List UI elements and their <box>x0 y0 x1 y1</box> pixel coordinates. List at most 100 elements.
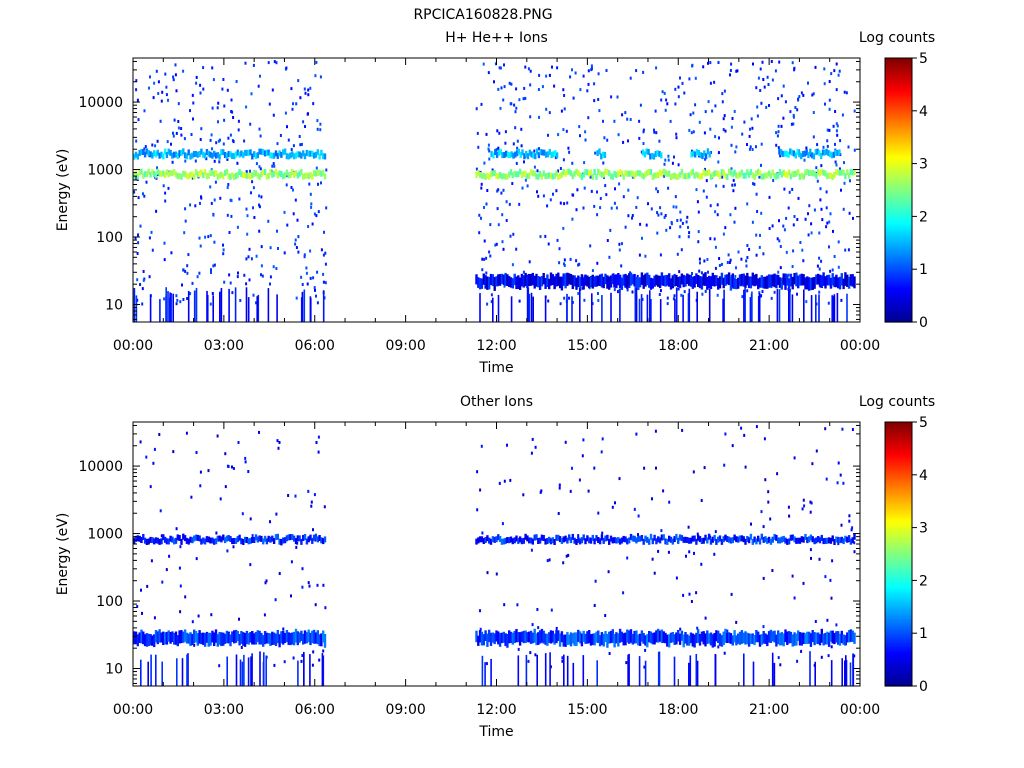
heatmap-dot <box>579 88 582 92</box>
heatmap-dot <box>299 96 302 100</box>
band-segment-band_850eV <box>300 538 303 545</box>
heatmap-dot <box>489 254 492 258</box>
band-segment-band_850eV <box>258 535 261 542</box>
colorbar-slice <box>885 565 912 568</box>
band-segment-band_850eV <box>568 168 571 175</box>
heatmap-dot <box>734 206 737 210</box>
band-segment-band_1700eV <box>508 152 511 159</box>
heatmap-dot <box>746 143 748 146</box>
heatmap-dot <box>157 92 160 95</box>
band-segment-band_28eV <box>844 635 847 646</box>
heatmap-dot <box>769 517 772 521</box>
heatmap-dot <box>618 182 621 186</box>
heatmap-dot <box>315 294 317 298</box>
colorbar-slice <box>885 311 912 314</box>
low-energy-spike <box>752 661 755 686</box>
heatmap-dot <box>579 134 581 138</box>
band-segment-band_850eV <box>205 536 209 543</box>
band-segment-band_28eV <box>717 630 720 643</box>
band-segment-band_1700eV <box>256 152 259 159</box>
heatmap-dot <box>803 158 806 162</box>
band-segment-band_850eV <box>537 538 540 544</box>
heatmap-dot <box>681 428 684 432</box>
band-segment-band_850eV <box>618 169 622 176</box>
band-segment-band_850eV <box>717 536 720 543</box>
heatmap-dot <box>307 88 310 92</box>
heatmap-dot <box>702 189 705 193</box>
x-tick-label: 06:00 <box>295 338 335 354</box>
heatmap-dot <box>760 211 763 215</box>
heatmap-dot <box>593 204 596 208</box>
band-segment-band_1700eV <box>211 152 214 159</box>
heatmap-dot <box>833 69 836 73</box>
heatmap-dot <box>829 269 832 273</box>
x-tick-label: 00:00 <box>840 702 880 718</box>
heatmap-dot <box>296 218 299 222</box>
heatmap-dot <box>312 650 315 654</box>
band-segment-band_1700eV <box>234 151 238 158</box>
heatmap-dot <box>803 504 806 508</box>
band-segment-band_28eV <box>291 632 294 645</box>
heatmap-dot <box>485 271 488 275</box>
heatmap-dot <box>658 293 661 296</box>
band-segment-band_28eV <box>553 633 556 645</box>
colorbar-slice <box>885 66 912 70</box>
low-energy-spike <box>525 654 528 686</box>
heatmap-dot <box>746 256 749 259</box>
band-segment-band_850eV <box>611 173 614 180</box>
y-tick-label: 100 <box>96 230 123 246</box>
heatmap-dot <box>722 117 725 121</box>
colorbar-slice <box>885 683 912 687</box>
heatmap-dot <box>621 242 623 246</box>
band-segment-band_850eV <box>802 536 805 543</box>
band-segment-band_850eV <box>662 534 665 541</box>
heatmap-dot <box>603 136 606 140</box>
heatmap-dot <box>796 659 799 663</box>
heatmap-dot <box>229 133 232 137</box>
band-segment-band_850eV <box>824 537 827 544</box>
heatmap-dot <box>557 133 560 137</box>
band-segment-low_energy_band <box>742 273 745 287</box>
heatmap-dot <box>195 451 198 454</box>
low-energy-spike <box>220 288 223 322</box>
low-energy-spike <box>241 661 244 686</box>
x-tick-label: 18:00 <box>658 338 698 354</box>
heatmap-dot <box>717 160 720 164</box>
heatmap-dot <box>235 80 238 83</box>
heatmap-dot <box>680 248 683 252</box>
band-segment-band_28eV <box>189 632 192 646</box>
heatmap-dot <box>681 81 684 85</box>
heatmap-dot <box>644 648 647 652</box>
band-segment-band_1700eV <box>499 148 502 155</box>
band-segment-band_1700eV <box>658 150 661 157</box>
band-segment-band_28eV <box>606 633 609 648</box>
heatmap-dot <box>273 164 276 168</box>
band-segment-band_850eV <box>575 539 578 545</box>
band-segment-band_28eV <box>780 632 783 646</box>
band-segment-band_1700eV <box>823 149 826 156</box>
band-segment-band_850eV <box>606 169 609 176</box>
band-segment-band_1700eV <box>545 151 548 158</box>
heatmap-dot <box>258 203 260 207</box>
heatmap-dot <box>709 81 712 85</box>
band-segment-band_28eV <box>671 632 674 643</box>
low-energy-spike <box>147 661 149 686</box>
band-segment-low_energy_band <box>557 272 560 286</box>
band-segment-band_28eV <box>508 630 511 644</box>
heatmap-dot <box>666 296 669 300</box>
heatmap-dot <box>663 215 666 219</box>
low-energy-spike <box>758 292 761 322</box>
band-segment-band_28eV <box>227 631 230 644</box>
band-segment-band_1700eV <box>494 149 497 155</box>
heatmap-dot <box>627 188 630 192</box>
band-segment-band_1700eV <box>200 148 203 155</box>
heatmap-dot <box>802 93 805 97</box>
band-segment-low_energy_band <box>498 274 502 286</box>
band-segment-band_850eV <box>207 172 210 179</box>
band-segment-band_850eV <box>169 535 172 542</box>
colorbar-slice <box>885 534 912 537</box>
band-segment-low_energy_band <box>595 275 598 287</box>
band-segment-band_28eV <box>568 634 571 645</box>
heatmap-dot <box>297 79 300 83</box>
